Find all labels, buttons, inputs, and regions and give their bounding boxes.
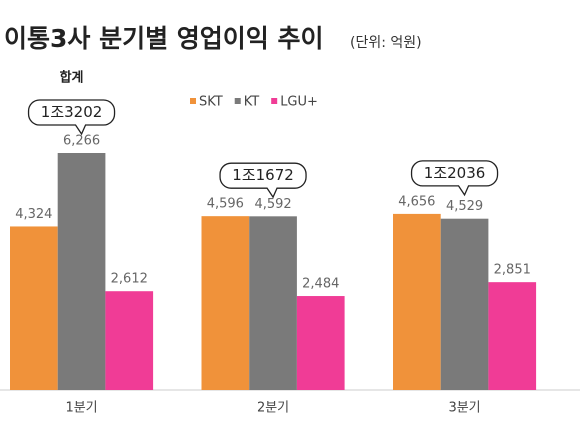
x-tick-label: 3분기 — [448, 401, 480, 416]
callout-label: 1조2036 — [424, 164, 486, 182]
bar — [393, 213, 441, 390]
value-label: 2,851 — [494, 263, 531, 278]
legend-label: SKT — [199, 95, 223, 110]
value-label: 4,592 — [254, 197, 291, 212]
bar — [488, 282, 537, 390]
value-label: 2,484 — [302, 277, 339, 292]
value-label: 6,266 — [63, 134, 100, 149]
callout-bubble — [27, 99, 116, 136]
callout-bubble — [219, 162, 307, 199]
value-label: 2,612 — [111, 272, 148, 287]
x-tick-label: 2분기 — [257, 401, 289, 416]
legend-swatch — [271, 98, 278, 104]
bar — [57, 153, 106, 390]
legend-swatch — [190, 98, 196, 104]
bar — [440, 218, 489, 390]
bar — [10, 226, 58, 390]
legend-label: LGU+ — [280, 95, 318, 110]
bar — [201, 216, 250, 390]
callout-title: 합계 — [60, 70, 84, 86]
callout-bubble — [410, 160, 499, 197]
callout-label: 1조3202 — [41, 103, 103, 121]
bar — [296, 296, 345, 390]
x-tick-label: 1분기 — [65, 401, 97, 416]
value-label: 4,596 — [207, 197, 244, 212]
callout-label: 1조1672 — [232, 166, 294, 184]
chart-subtitle: (단위: 억원) — [350, 35, 422, 51]
bar — [105, 291, 154, 390]
value-label: 4,656 — [398, 194, 435, 209]
value-label: 4,529 — [446, 199, 483, 214]
chart-title: 이통3사 분기별 영업이익 추이 — [4, 24, 324, 53]
bar — [249, 216, 297, 390]
legend-swatch — [234, 98, 241, 104]
value-label: 4,324 — [15, 207, 52, 222]
legend-label: KT — [244, 95, 260, 110]
